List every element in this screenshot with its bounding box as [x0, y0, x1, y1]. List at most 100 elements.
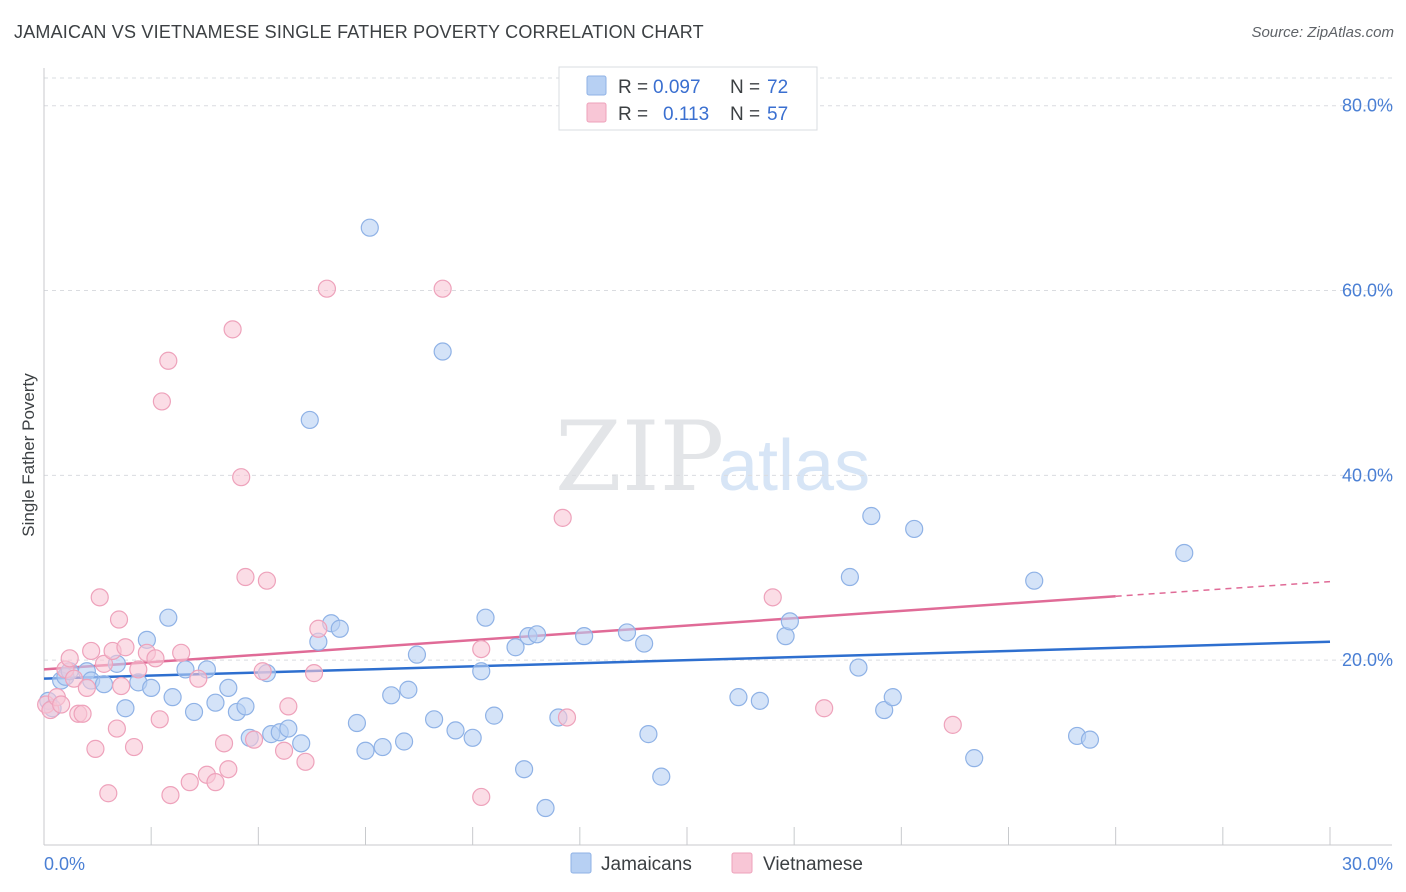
jamaican-point-46	[485, 706, 504, 725]
watermark-atlas: atlas	[718, 426, 870, 506]
jamaican-point-41	[433, 342, 452, 361]
jamaican-point-36	[382, 686, 401, 705]
jamaican-point-33	[356, 741, 375, 760]
jamaican-point-34	[360, 218, 379, 237]
jamaican-point-43	[463, 728, 482, 747]
vietnamese-point-5	[60, 649, 79, 668]
jamaican-point-37	[394, 732, 414, 751]
vietnamese-point-27	[161, 785, 180, 805]
legend-r-value-0: 0.097	[653, 77, 701, 98]
vietnamese-point-40	[257, 571, 277, 590]
legend-swatch-vietnamese	[586, 102, 607, 123]
jamaican-point-9	[116, 699, 135, 718]
jamaican-point-39	[407, 645, 427, 664]
jamaican-point-12	[142, 678, 161, 698]
jamaican-point-32	[347, 713, 367, 733]
jamaican-point-65	[875, 700, 894, 720]
jamaican-point-42	[446, 721, 465, 740]
vietnamese-point-48	[472, 639, 491, 659]
legend-stats: R = 0.097 N = 72 R = 0.113 N = 57	[558, 66, 818, 131]
vietnamese-point-3	[52, 695, 71, 714]
data-points	[37, 218, 1194, 818]
vietnamese-point-34	[219, 760, 238, 779]
vietnamese-point-41	[274, 741, 294, 760]
jamaican-point-7	[94, 675, 114, 694]
jamaican-point-21	[236, 697, 255, 716]
bottom-legend-swatch-vietnamese	[731, 852, 753, 874]
vietnamese-point-8	[73, 704, 92, 723]
vietnamese-point-23	[146, 649, 165, 668]
jamaican-point-71	[1080, 730, 1100, 749]
legend-n-value-1: 57	[767, 104, 788, 125]
jamaican-point-55	[635, 634, 654, 653]
vietnamese-point-26	[159, 351, 178, 370]
jamaican-point-45	[476, 608, 495, 627]
legend-r-value-1: 0.113	[663, 104, 709, 125]
vietnamese-point-21	[129, 660, 148, 679]
y-tick-label-0: 20.0%	[1342, 650, 1393, 670]
x-tick-label-1: 30.0%	[1342, 854, 1393, 874]
bottom-legend-swatch-jamaicans	[570, 852, 592, 874]
vietnamese-point-30	[189, 669, 208, 688]
jamaican-point-67	[905, 519, 924, 539]
vietnamese-point-14	[99, 784, 118, 803]
legend-swatch-jamaicans	[586, 75, 607, 96]
vietnamese-point-44	[304, 664, 324, 683]
jamaican-point-57	[652, 767, 671, 786]
source-label: Source: ZipAtlas.com	[1251, 24, 1394, 41]
jamaican-point-26	[279, 719, 298, 738]
vietnamese-point-16	[107, 719, 126, 738]
y-tick-label-1: 40.0%	[1342, 465, 1393, 485]
trend-lines	[43, 580, 1331, 680]
jamaican-point-14	[163, 688, 182, 707]
jamaican-point-59	[750, 691, 769, 710]
vietnamese-point-54	[943, 715, 962, 734]
vietnamese-point-18	[112, 676, 131, 696]
y-tick-label-3: 80.0%	[1342, 96, 1393, 116]
jamaican-point-16	[184, 702, 204, 722]
jamaican-point-58	[729, 688, 748, 707]
vietnamese-trend-line-dashed	[1115, 580, 1331, 598]
vietnamese-point-32	[206, 773, 225, 792]
jamaican-point-56	[639, 725, 658, 744]
jamaican-point-64	[862, 506, 881, 526]
jamaican-point-28	[300, 410, 319, 430]
jamaican-point-18	[206, 693, 225, 712]
x-tick-label-0: 0.0%	[44, 854, 85, 874]
vietnamese-point-36	[232, 468, 251, 487]
watermark-zip: ZIP	[555, 401, 724, 513]
vietnamese-point-11	[86, 739, 105, 758]
jamaican-point-50	[527, 625, 547, 644]
y-axis-label: Single Father Poverty	[19, 373, 38, 537]
jamaican-point-44	[472, 662, 491, 681]
vietnamese-point-9	[77, 678, 96, 698]
legend-n-label-0: N =	[730, 77, 760, 98]
vietnamese-point-12	[90, 588, 109, 607]
y-tick-label-2: 60.0%	[1342, 281, 1393, 301]
vietnamese-point-42	[279, 697, 298, 716]
vietnamese-point-10	[82, 641, 101, 661]
jamaican-point-47	[506, 638, 525, 657]
vietnamese-point-43	[296, 752, 315, 771]
jamaican-point-40	[424, 710, 444, 729]
jamaican-point-48	[515, 760, 534, 779]
legend-n-value-0: 72	[767, 77, 788, 98]
jamaican-point-63	[849, 658, 868, 677]
jamaican-point-15	[176, 660, 195, 679]
jamaican-point-13	[159, 608, 178, 627]
vietnamese-point-39	[253, 662, 272, 681]
legend-r-label-1: R =	[618, 104, 648, 125]
jamaican-point-72	[1175, 543, 1194, 563]
jamaican-point-53	[575, 627, 594, 646]
vietnamese-point-29	[180, 773, 199, 792]
bottom-legend-label-vietnamese: Vietnamese	[763, 854, 863, 875]
legend-n-label-1: N =	[730, 104, 760, 125]
vietnamese-point-35	[223, 320, 242, 339]
vietnamese-point-51	[557, 708, 577, 727]
jamaican-point-66	[883, 688, 902, 707]
jamaican-point-27	[292, 734, 311, 753]
vietnamese-point-13	[94, 654, 114, 673]
vietnamese-point-17	[109, 610, 129, 629]
vietnamese-point-19	[116, 638, 135, 657]
vietnamese-point-24	[150, 710, 169, 729]
